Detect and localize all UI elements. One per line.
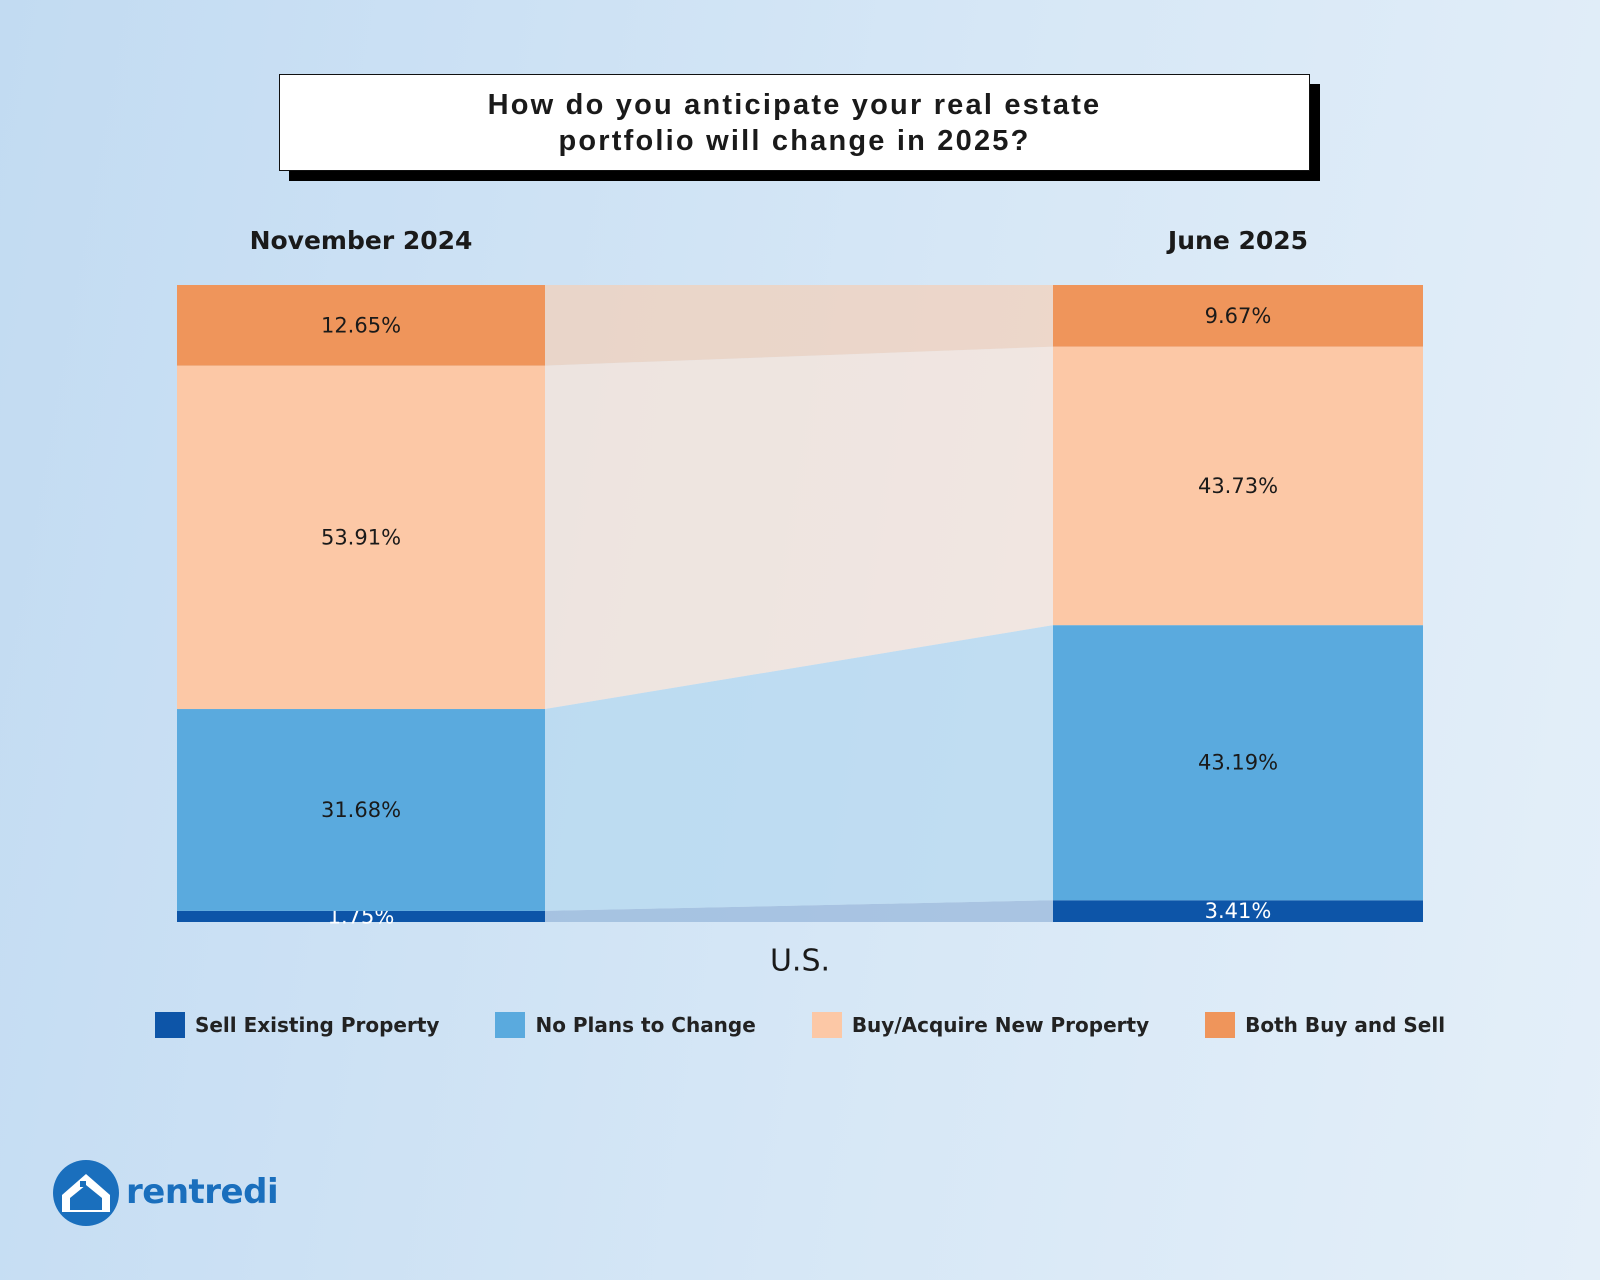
ribbon <box>545 625 1053 911</box>
legend-swatch <box>495 1012 526 1038</box>
ribbon-base <box>545 625 1053 911</box>
logo-icon <box>53 1160 119 1226</box>
data-label: 3.41% <box>1205 899 1272 923</box>
column-header: November 2024 <box>250 226 473 255</box>
title-box: How do you anticipate your real estate p… <box>279 74 1310 171</box>
legend-item: No Plans to Change <box>495 1012 756 1038</box>
ribbon-base <box>545 346 1053 710</box>
data-label: 12.65% <box>321 313 401 337</box>
legend-label: Buy/Acquire New Property <box>851 1013 1150 1037</box>
ribbon <box>545 346 1053 710</box>
ribbon-base <box>545 900 1053 922</box>
ribbons <box>545 285 1053 922</box>
legend-swatch <box>154 1012 185 1038</box>
legend-label: Sell Existing Property <box>194 1013 440 1037</box>
bar-segment <box>177 365 545 710</box>
legend-swatch <box>1205 1012 1236 1038</box>
column-header: June 2025 <box>1166 226 1308 255</box>
legend-label: Both Buy and Sell <box>1245 1013 1446 1037</box>
legend-item: Buy/Acquire New Property <box>811 1012 1150 1038</box>
bar-segment <box>177 285 545 366</box>
legend-item: Sell Existing Property <box>154 1012 440 1038</box>
ribbon-base <box>545 285 1053 366</box>
legend-item: Both Buy and Sell <box>1205 1012 1445 1038</box>
bar-segment <box>1053 625 1423 901</box>
data-label: 43.73% <box>1198 474 1278 498</box>
chart-title: How do you anticipate your real estate p… <box>487 88 1102 157</box>
ribbon <box>545 900 1053 922</box>
brand-name: rentredi <box>126 1172 279 1212</box>
data-label: 9.67% <box>1205 304 1272 328</box>
data-label: 43.19% <box>1198 751 1278 775</box>
bar-segment <box>1053 900 1423 922</box>
bar-segment <box>177 910 545 922</box>
data-label: 53.91% <box>321 525 401 549</box>
legend-label: No Plans to Change <box>535 1013 756 1037</box>
legend-swatch <box>811 1012 842 1038</box>
legend: Sell Existing Property No Plans to Change… <box>0 1012 1600 1038</box>
data-label: 31.68% <box>321 798 401 822</box>
bar-segment <box>1053 285 1423 347</box>
bar-segment <box>1053 346 1423 626</box>
bars: 1.75% 3.41%31.68%43.19%53.91%43.73%12.65%… <box>177 285 1423 928</box>
x-axis-label: U.S. <box>770 944 830 979</box>
ribbon <box>545 285 1053 366</box>
bar-segment <box>177 709 545 911</box>
